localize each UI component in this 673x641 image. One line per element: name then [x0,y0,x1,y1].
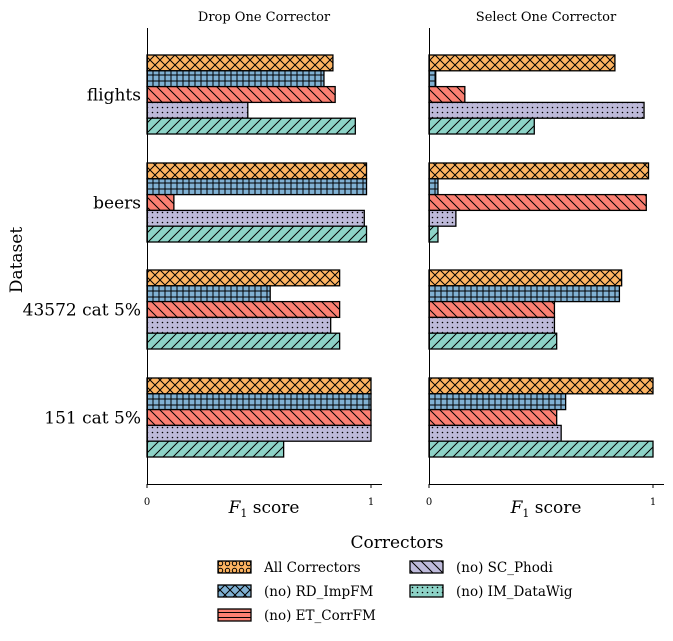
bar [146,393,372,411]
bar [146,225,368,243]
bar [428,225,439,243]
legend-swatch [409,560,444,574]
legend-title: Correctors [351,533,444,553]
bar [146,316,332,334]
bar [428,193,647,212]
bar [428,408,558,427]
bar [428,85,466,104]
bar [146,162,368,180]
x-tick-label: 0 [426,497,432,508]
bar [146,117,356,135]
bar [146,408,372,427]
bar [428,300,556,319]
bar [428,162,650,180]
bar [146,101,249,119]
bar [428,269,623,287]
bar [428,101,645,119]
legend: Correctors All Correctors (no) RD_ImpFM (n… [217,533,573,624]
x-axis-label: F1 score [228,498,300,520]
legend-swatch [409,584,444,598]
bar [428,178,439,196]
legend-swatch [217,560,252,574]
category-label: 43572 cat 5% [23,301,141,321]
legend-label: (no) RD_ImpFM [264,584,374,600]
bar [428,424,562,442]
panel-drop-one: Drop One Corrector 0 1 flights beers 43572 … [23,10,382,520]
bar [146,424,372,442]
bar [146,377,372,395]
panel-title: Select One Corrector [476,10,617,25]
legend-swatch [217,584,252,598]
bar [146,70,325,88]
bar [146,332,341,350]
bar [428,332,558,350]
legend-swatch [217,608,252,622]
panel-select-one: Select One Corrector 0 1 F1 score [426,10,664,520]
panel-title: Drop One Corrector [198,10,331,25]
bar [146,440,285,458]
legend-label: All Correctors [263,560,361,576]
legend-label: (no) SC_Phodi [456,560,554,576]
bar [428,285,621,303]
bar [146,269,341,287]
category-label: flights [87,86,141,106]
y-axis-label: Dataset [7,227,27,294]
bar [428,209,457,227]
bar [428,377,654,395]
bar [146,300,341,319]
x-tick-label: 1 [650,497,656,508]
bar [428,70,437,88]
bar [428,316,556,334]
bar [428,117,535,135]
bar [428,54,616,72]
bar [428,440,654,458]
x-tick-label: 1 [368,497,374,508]
x-axis-label: F1 score [510,498,582,520]
category-label: 151 cat 5% [44,409,141,429]
bar [146,209,365,227]
bar [146,54,334,72]
bar [146,193,175,212]
legend-label: (no) ET_CorrFM [264,608,376,624]
legend-label: (no) IM_DataWig [456,584,573,600]
bar [146,85,336,104]
category-label: beers [93,194,141,214]
x-tick-label: 0 [144,497,150,508]
bar [146,178,368,196]
bar [146,285,271,303]
bar [428,393,567,411]
